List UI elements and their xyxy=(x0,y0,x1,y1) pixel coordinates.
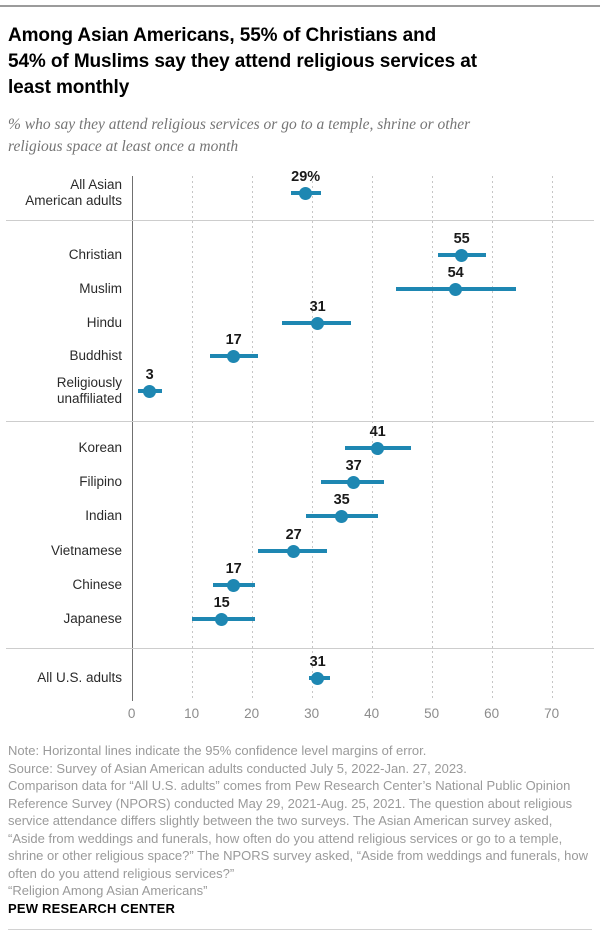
value-label: 3 xyxy=(145,367,154,383)
row-label: Japanese xyxy=(63,611,122,626)
section-separator-2 xyxy=(6,421,594,422)
value-label: 29% xyxy=(291,169,321,185)
subtitle-line-2: religious space at least once a month xyxy=(8,138,239,155)
dot-marker xyxy=(371,441,385,455)
x-tick-label-10: 10 xyxy=(184,706,200,721)
dot-marker xyxy=(215,612,229,626)
row-label: Religiously unaffiliated xyxy=(56,375,122,406)
x-tick-label-40: 40 xyxy=(364,706,380,721)
title-line-2: 54% of Muslims say they attend religious… xyxy=(8,51,477,72)
title-line-1: Among Asian Americans, 55% of Christians… xyxy=(8,25,437,46)
dot-marker xyxy=(299,186,313,200)
dot-marker xyxy=(311,316,325,330)
chart-subtitle: % who say they attend religious services… xyxy=(8,114,592,158)
row-label: Muslim xyxy=(79,281,122,296)
x-tick-label-60: 60 xyxy=(484,706,500,721)
top-border-rule xyxy=(0,5,600,7)
section-separator-3 xyxy=(6,648,594,649)
row-label: Vietnamese xyxy=(50,543,122,558)
gridline-70 xyxy=(551,176,553,698)
title-line-3: least monthly xyxy=(8,77,130,98)
x-tick-label-30: 30 xyxy=(304,706,320,721)
gridline-50 xyxy=(431,176,433,698)
comparison-text: Comparison data for “All U.S. adults” co… xyxy=(8,778,588,881)
bottom-border-rule xyxy=(8,929,592,930)
value-label: 31 xyxy=(309,299,326,315)
dot-marker xyxy=(347,475,361,489)
dot-marker xyxy=(449,282,463,296)
row-label: Buddhist xyxy=(69,348,122,363)
row-label: Korean xyxy=(78,440,122,455)
gridline-60 xyxy=(491,176,493,698)
gridline-10 xyxy=(191,176,193,698)
row-label: Filipino xyxy=(79,474,122,489)
gridline-30 xyxy=(311,176,313,698)
note-text: Note: Horizontal lines indicate the 95% … xyxy=(8,743,427,758)
row-label: Christian xyxy=(68,247,122,262)
dot-marker xyxy=(143,384,157,398)
source-text: Source: Survey of Asian American adults … xyxy=(8,760,467,776)
section-separator-1 xyxy=(6,220,594,221)
report-title-text: “Religion Among Asian Americans” xyxy=(8,883,208,898)
x-tick-label-50: 50 xyxy=(424,706,440,721)
x-tick-label-0: 0 xyxy=(127,706,136,721)
page-title: Among Asian Americans, 55% of Christians… xyxy=(8,23,592,101)
dot-marker xyxy=(287,544,301,558)
header: Among Asian Americans, 55% of Christians… xyxy=(0,23,600,158)
gridline-20 xyxy=(251,176,253,698)
dot-marker xyxy=(227,349,241,363)
value-label: 41 xyxy=(369,424,386,440)
gridline-40 xyxy=(371,176,373,698)
value-label: 17 xyxy=(225,561,242,577)
value-label: 35 xyxy=(333,492,350,508)
dot-marker xyxy=(227,578,241,592)
row-label: Hindu xyxy=(86,315,122,330)
x-axis-zero-line xyxy=(131,176,133,701)
footer-notes: Note: Horizontal lines indicate the 95% … xyxy=(0,742,600,917)
value-label: 15 xyxy=(213,595,230,611)
pew-research-center-brand: PEW RESEARCH CENTER xyxy=(8,900,176,916)
dot-marker xyxy=(455,248,469,262)
value-label: 54 xyxy=(447,265,464,281)
value-label: 31 xyxy=(309,654,326,670)
dot-plot-chart: 0 10 20 30 40 50 60 70 All Asian American adults… xyxy=(0,166,600,722)
value-label: 37 xyxy=(345,458,362,474)
x-tick-label-20: 20 xyxy=(244,706,260,721)
pew-chart-page: { "header": { "title_lines": [ "Among As… xyxy=(0,5,600,952)
row-label: All Asian American adults xyxy=(25,177,122,208)
row-label: Chinese xyxy=(72,577,122,592)
row-label: Indian xyxy=(85,508,122,523)
dot-marker xyxy=(335,509,349,523)
value-label: 17 xyxy=(225,332,242,348)
dot-marker xyxy=(311,671,325,685)
value-label: 27 xyxy=(285,527,302,543)
x-tick-label-70: 70 xyxy=(544,706,560,721)
row-label: All U.S. adults xyxy=(37,670,122,685)
subtitle-line-1: % who say they attend religious services… xyxy=(8,116,471,133)
value-label: 55 xyxy=(453,231,470,247)
